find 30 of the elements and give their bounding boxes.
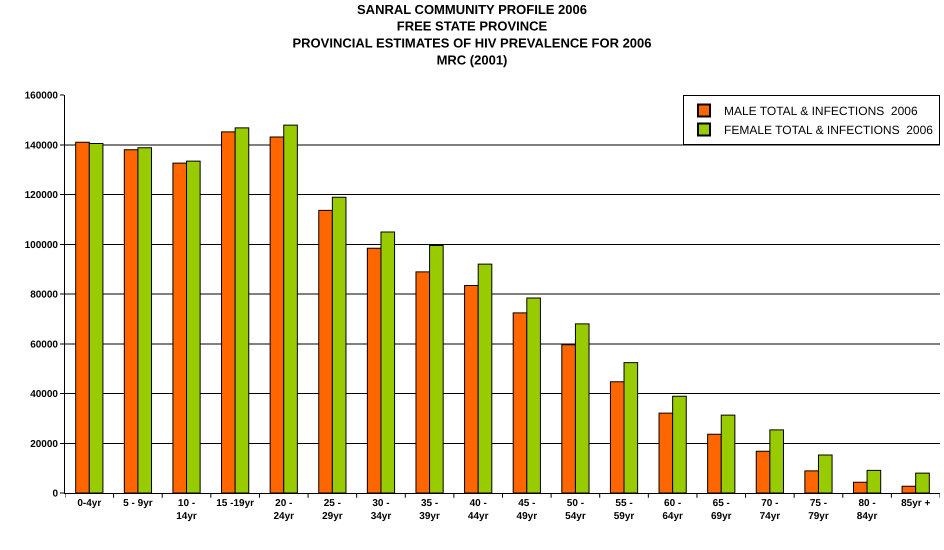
x-tick-label: 60 - 64yr [662, 498, 684, 522]
x-tick-label: 30 - 34yr [370, 498, 392, 522]
x-tick-label: 70 - 74yr [760, 498, 780, 522]
y-tick-label: 60000 [30, 339, 58, 350]
x-tick-label: 40 - 44yr [468, 498, 489, 522]
x-tick-label: 15 -19yr [216, 498, 254, 509]
x-tick-label: 10 - 14yr [176, 498, 197, 522]
x-tick-label: 5 - 9yr [123, 498, 153, 509]
x-tick-label: 0-4yr [77, 498, 102, 509]
x-tick-label: 85yr + [901, 498, 930, 509]
x-tick-label: 25 - 29yr [322, 498, 343, 522]
y-tick-label: 40000 [30, 389, 58, 400]
y-tick-label: 160000 [24, 90, 58, 102]
y-tick-label: 80000 [30, 290, 58, 300]
y-tick-label: 0 [52, 488, 58, 500]
x-tick-label: 35 - 39yr [419, 498, 440, 522]
x-tick-label: 75 - 79yr [808, 498, 829, 522]
x-tick-label: 45 - 49yr [516, 498, 538, 522]
x-tick-label: 50 - 54yr [565, 498, 586, 522]
x-tick-label: 80 - 84yr [856, 498, 878, 522]
y-tick-label: 120000 [24, 190, 58, 201]
chart-title: SANRAL COMMUNITY PROFILE 2006 FREE STATE PROVINCE PROVINCIAL ESTIMATES OF HIV PREVALENCE FOR 2006 MRC (2001) [292, 2, 652, 68]
y-tick-label: 20000 [30, 438, 58, 450]
x-tick-label: 55 - 59yr [614, 498, 634, 522]
x-tick-label: 20 - 24yr [273, 498, 294, 522]
legend-label: MALE TOTAL & INFECTIONS 2006 [724, 104, 918, 118]
x-tick-label: 65 - 69yr [710, 498, 732, 522]
legend-label: FEMALE TOTAL & INFECTIONS 2006 [724, 123, 934, 138]
y-tick-label: 100000 [24, 240, 58, 251]
y-tick-label: 140000 [24, 140, 58, 152]
